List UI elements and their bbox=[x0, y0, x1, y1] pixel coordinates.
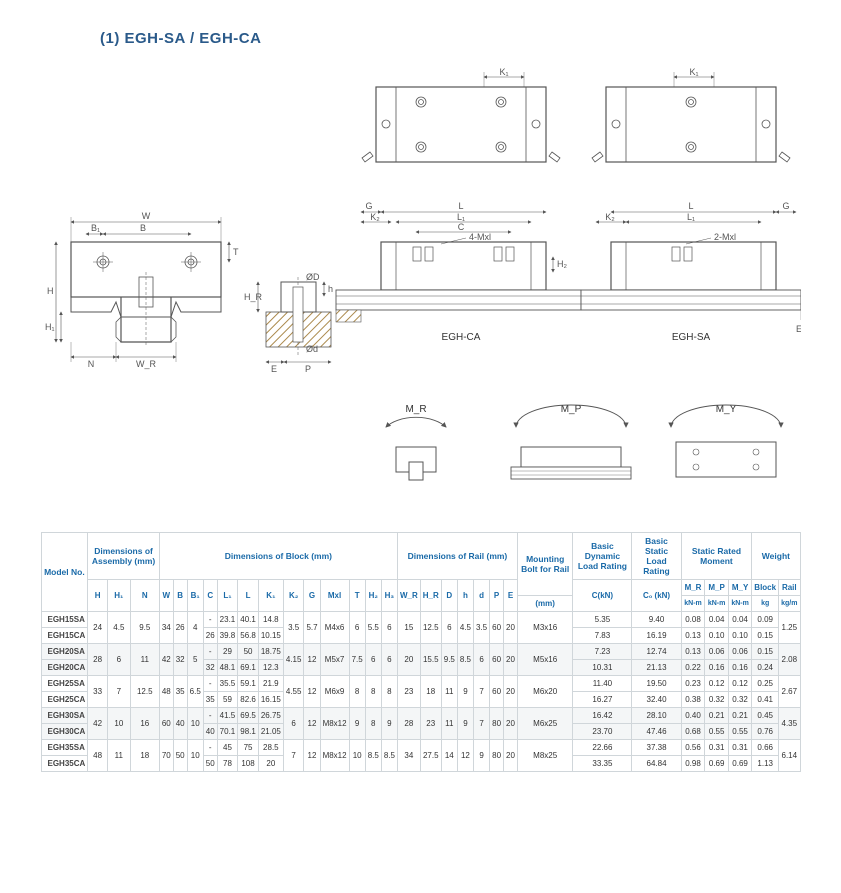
svg-text:h: h bbox=[328, 284, 333, 294]
table-row: EGH35SA481118705010-457528.5712M8x12108.… bbox=[41, 740, 800, 756]
top-view-block-sa: K₁ bbox=[592, 67, 790, 162]
top-view-block-ca: K₁ bbox=[362, 67, 560, 162]
svg-text:K₁: K₁ bbox=[689, 67, 698, 77]
svg-text:L: L bbox=[458, 201, 463, 211]
col-stat: Basic Static Load Rating bbox=[632, 533, 681, 580]
svg-text:P: P bbox=[304, 364, 310, 374]
col-dim-rail: Dimensions of Rail (mm) bbox=[397, 533, 517, 580]
svg-text:M_Y: M_Y bbox=[715, 404, 736, 415]
table-row: EGH15SA244.59.534264-23.140.114.83.55.7M… bbox=[41, 612, 800, 628]
side-view-egh-sa: L G K₂ L₁ 2-Mxl EGH-SA E bbox=[581, 201, 801, 343]
svg-text:M_R: M_R bbox=[405, 404, 426, 415]
svg-text:H₂: H₂ bbox=[557, 259, 567, 269]
engineering-drawings: K₁ K₁ W B₁ B bbox=[41, 62, 801, 502]
col-weight: Weight bbox=[752, 533, 800, 580]
svg-text:T: T bbox=[233, 247, 239, 257]
svg-text:B₁: B₁ bbox=[91, 223, 100, 233]
svg-text:EGH-CA: EGH-CA bbox=[441, 332, 480, 343]
svg-text:H_R: H_R bbox=[244, 292, 263, 302]
table-row: EGH25SA33712.548356.5-35.559.121.94.5512… bbox=[41, 676, 800, 692]
svg-text:G: G bbox=[782, 201, 789, 211]
svg-text:L: L bbox=[688, 201, 693, 211]
svg-text:M_P: M_P bbox=[560, 404, 581, 415]
svg-text:C: C bbox=[457, 222, 464, 232]
moment-mr: M_R bbox=[386, 404, 446, 480]
page-title: (1) EGH-SA / EGH-CA bbox=[100, 30, 801, 47]
moment-my: M_Y bbox=[671, 404, 781, 477]
col-dyn: Basic Dynamic Load Rating bbox=[573, 533, 632, 580]
svg-text:G: G bbox=[365, 201, 372, 211]
svg-text:K₂: K₂ bbox=[370, 212, 380, 222]
svg-text:W: W bbox=[141, 211, 150, 221]
svg-text:L₁: L₁ bbox=[456, 212, 464, 222]
side-view-egh-ca: G L K₂ L₁ C 4-Mxl H₂ EGH-CA bbox=[336, 201, 581, 343]
svg-text:H: H bbox=[47, 286, 54, 296]
col-moment: Static Rated Moment bbox=[681, 533, 752, 580]
svg-text:W_R: W_R bbox=[136, 359, 157, 369]
col-dim-block: Dimensions of Block (mm) bbox=[159, 533, 397, 580]
svg-text:4-Mxl: 4-Mxl bbox=[469, 232, 491, 242]
svg-text:K₁: K₁ bbox=[499, 67, 508, 77]
svg-text:E: E bbox=[270, 364, 276, 374]
spec-table-header: Model No. Dimensions of Assembly (mm) Di… bbox=[41, 533, 800, 612]
svg-text:N: N bbox=[87, 359, 94, 369]
svg-text:2-Mxl: 2-Mxl bbox=[714, 232, 736, 242]
rail-section-detail: ØD Ød H_R h E P bbox=[244, 272, 333, 374]
spec-table: Model No. Dimensions of Assembly (mm) Di… bbox=[41, 532, 801, 772]
svg-text:H₁: H₁ bbox=[45, 322, 55, 332]
col-bolt: Mounting Bolt for Rail bbox=[517, 533, 572, 596]
table-row: EGH30SA421016604010-41.569.526.75612M8x1… bbox=[41, 708, 800, 724]
cross-section-view: W B₁ B H T H₁ bbox=[45, 211, 239, 369]
svg-text:ØD: ØD bbox=[306, 272, 320, 282]
svg-text:L₁: L₁ bbox=[686, 212, 694, 222]
svg-text:Ød: Ød bbox=[306, 344, 318, 354]
svg-text:E: E bbox=[796, 324, 801, 334]
svg-text:K₂: K₂ bbox=[605, 212, 615, 222]
col-dim-assembly: Dimensions of Assembly (mm) bbox=[88, 533, 160, 580]
svg-text:EGH-SA: EGH-SA bbox=[671, 332, 710, 343]
col-model: Model No. bbox=[41, 533, 88, 612]
table-row: EGH20SA2861142325-295018.754.1512M5x77.5… bbox=[41, 644, 800, 660]
diagram-area: K₁ K₁ W B₁ B bbox=[41, 62, 801, 502]
moment-mp: M_P bbox=[511, 404, 631, 479]
spec-table-body: EGH15SA244.59.534264-23.140.114.83.55.7M… bbox=[41, 612, 800, 772]
svg-text:B: B bbox=[139, 223, 145, 233]
